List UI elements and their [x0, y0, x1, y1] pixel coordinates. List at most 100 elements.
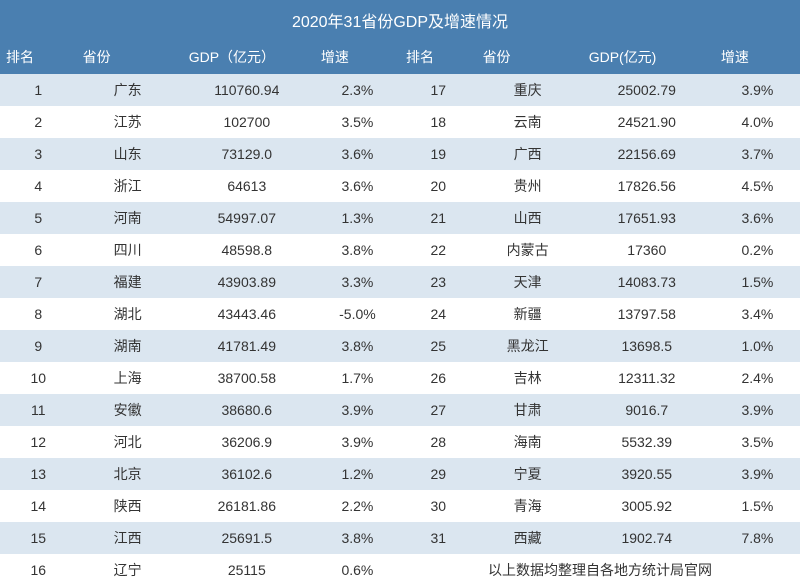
- cell-growth-left: 3.3%: [315, 266, 400, 298]
- table-row: 2江苏1027003.5%18云南24521.904.0%: [0, 106, 800, 138]
- cell-gdp-right: 22156.69: [579, 138, 715, 170]
- cell-growth-right: 3.7%: [715, 138, 800, 170]
- cell-gdp-right: 9016.7: [579, 394, 715, 426]
- cell-prov-right: 宁夏: [477, 458, 579, 490]
- cell-rank-right: 29: [400, 458, 477, 490]
- cell-prov-left: 山东: [77, 138, 179, 170]
- table-row: 4浙江646133.6%20贵州17826.564.5%: [0, 170, 800, 202]
- table-row: 9湖南41781.493.8%25黑龙江13698.51.0%: [0, 330, 800, 362]
- title-row: 2020年31省份GDP及增速情况: [0, 0, 800, 40]
- table-row: 8湖北43443.46-5.0%24新疆13797.583.4%: [0, 298, 800, 330]
- cell-prov-right: 云南: [477, 106, 579, 138]
- cell-rank-right: 22: [400, 234, 477, 266]
- cell-growth-right: 1.0%: [715, 330, 800, 362]
- footnote-cell: 以上数据均整理自各地方统计局官网: [400, 554, 800, 586]
- table-title: 2020年31省份GDP及增速情况: [0, 0, 800, 40]
- header-row: 排名 省份 GDP（亿元） 增速 排名 省份 GDP(亿元) 增速: [0, 40, 800, 74]
- cell-growth-left: 1.7%: [315, 362, 400, 394]
- cell-rank-left: 3: [0, 138, 77, 170]
- cell-gdp-left: 41781.49: [179, 330, 315, 362]
- cell-growth-left: 2.3%: [315, 74, 400, 106]
- cell-prov-left: 湖南: [77, 330, 179, 362]
- cell-prov-left: 河北: [77, 426, 179, 458]
- cell-prov-right: 天津: [477, 266, 579, 298]
- cell-gdp-right: 12311.32: [579, 362, 715, 394]
- col-header-prov-right: 省份: [477, 40, 579, 74]
- cell-growth-right: 4.5%: [715, 170, 800, 202]
- cell-rank-left: 2: [0, 106, 77, 138]
- cell-gdp-left: 48598.8: [179, 234, 315, 266]
- cell-rank-right: 27: [400, 394, 477, 426]
- cell-rank-right: 26: [400, 362, 477, 394]
- cell-prov-right: 广西: [477, 138, 579, 170]
- cell-prov-left: 福建: [77, 266, 179, 298]
- cell-growth-right: 2.4%: [715, 362, 800, 394]
- cell-prov-left: 江西: [77, 522, 179, 554]
- table-row: 11安徽38680.63.9%27甘肃9016.73.9%: [0, 394, 800, 426]
- cell-growth-right: 3.9%: [715, 458, 800, 490]
- cell-prov-left: 江苏: [77, 106, 179, 138]
- cell-gdp-right: 13698.5: [579, 330, 715, 362]
- cell-gdp-left: 110760.94: [179, 74, 315, 106]
- cell-growth-left: 3.8%: [315, 330, 400, 362]
- cell-prov-left: 四川: [77, 234, 179, 266]
- cell-prov-right: 青海: [477, 490, 579, 522]
- cell-gdp-left: 36206.9: [179, 426, 315, 458]
- cell-gdp-left: 25691.5: [179, 522, 315, 554]
- cell-rank-right: 18: [400, 106, 477, 138]
- cell-rank-right: 24: [400, 298, 477, 330]
- cell-rank-right: 25: [400, 330, 477, 362]
- cell-growth-left: 2.2%: [315, 490, 400, 522]
- cell-rank-left: 1: [0, 74, 77, 106]
- cell-gdp-right: 17651.93: [579, 202, 715, 234]
- cell-rank-left: 8: [0, 298, 77, 330]
- cell-rank-right: 20: [400, 170, 477, 202]
- cell-rank-left: 13: [0, 458, 77, 490]
- cell-prov-left: 陕西: [77, 490, 179, 522]
- table-row: 14陕西26181.862.2%30青海3005.921.5%: [0, 490, 800, 522]
- cell-gdp-left: 38700.58: [179, 362, 315, 394]
- cell-gdp-right: 3005.92: [579, 490, 715, 522]
- cell-rank-left: 7: [0, 266, 77, 298]
- cell-gdp-left: 64613: [179, 170, 315, 202]
- cell-rank-right: 31: [400, 522, 477, 554]
- cell-rank-right: 17: [400, 74, 477, 106]
- cell-rank-left: 14: [0, 490, 77, 522]
- cell-prov-left: 上海: [77, 362, 179, 394]
- cell-rank-right: 19: [400, 138, 477, 170]
- cell-growth-left: 3.9%: [315, 394, 400, 426]
- cell-rank-left: 16: [0, 554, 77, 586]
- col-header-prov-left: 省份: [77, 40, 179, 74]
- cell-rank-left: 4: [0, 170, 77, 202]
- cell-prov-right: 内蒙古: [477, 234, 579, 266]
- cell-prov-right: 贵州: [477, 170, 579, 202]
- cell-gdp-right: 25002.79: [579, 74, 715, 106]
- cell-prov-left: 北京: [77, 458, 179, 490]
- cell-gdp-left: 54997.07: [179, 202, 315, 234]
- cell-rank-left: 11: [0, 394, 77, 426]
- table-row: 5河南54997.071.3%21山西17651.933.6%: [0, 202, 800, 234]
- cell-gdp-left: 43903.89: [179, 266, 315, 298]
- table-row: 1广东110760.942.3%17重庆25002.793.9%: [0, 74, 800, 106]
- cell-growth-left: 1.2%: [315, 458, 400, 490]
- cell-rank-left: 15: [0, 522, 77, 554]
- table-body: 1广东110760.942.3%17重庆25002.793.9%2江苏10270…: [0, 74, 800, 586]
- cell-prov-left: 广东: [77, 74, 179, 106]
- gdp-table-container: 2020年31省份GDP及增速情况 排名 省份 GDP（亿元） 增速 排名 省份…: [0, 0, 800, 586]
- cell-prov-right: 吉林: [477, 362, 579, 394]
- cell-growth-left: 3.8%: [315, 522, 400, 554]
- col-header-gdp-right: GDP(亿元): [579, 40, 715, 74]
- cell-rank-left: 6: [0, 234, 77, 266]
- cell-growth-right: 7.8%: [715, 522, 800, 554]
- cell-prov-right: 山西: [477, 202, 579, 234]
- cell-prov-right: 海南: [477, 426, 579, 458]
- cell-growth-right: 3.9%: [715, 74, 800, 106]
- cell-growth-left: 3.9%: [315, 426, 400, 458]
- cell-growth-right: 3.6%: [715, 202, 800, 234]
- cell-gdp-left: 102700: [179, 106, 315, 138]
- cell-gdp-left: 43443.46: [179, 298, 315, 330]
- cell-gdp-left: 38680.6: [179, 394, 315, 426]
- table-row: 15江西25691.53.8%31西藏1902.747.8%: [0, 522, 800, 554]
- cell-growth-left: 3.8%: [315, 234, 400, 266]
- cell-prov-left: 湖北: [77, 298, 179, 330]
